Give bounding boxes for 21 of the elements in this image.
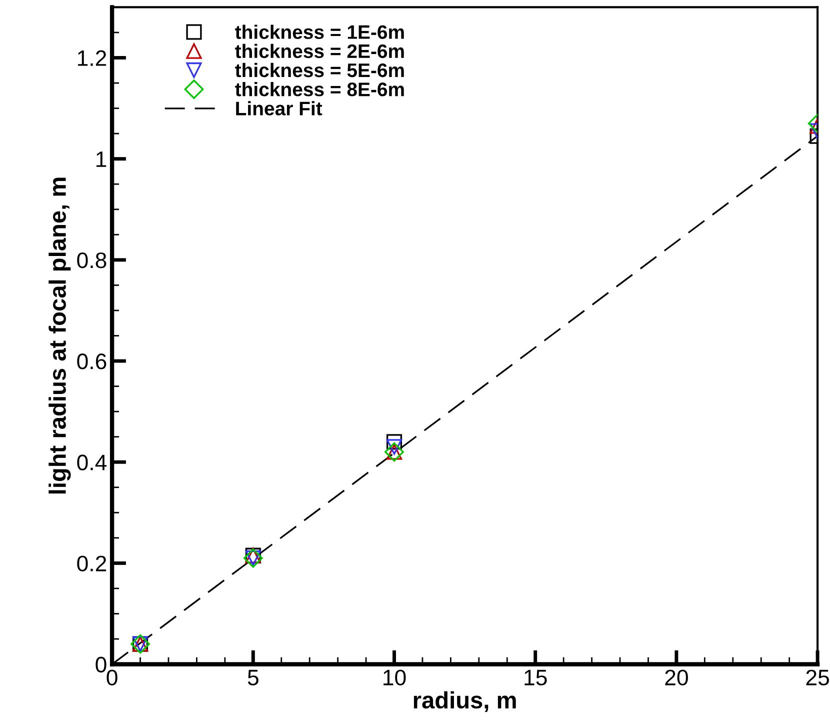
legend-label: thickness = 8E-6m: [235, 82, 404, 96]
x-tick-label: 25: [806, 670, 829, 686]
y-tick-label: 1: [96, 152, 106, 167]
legend-label: thickness = 2E-6m: [235, 44, 404, 58]
point: [386, 434, 402, 450]
y-tick-label: 1.2: [78, 50, 106, 66]
y-tick-label: 0.8: [77, 252, 106, 268]
y-tick-label: 0.4: [77, 454, 107, 470]
y-axis-title: light radius at focal plane, m: [48, 178, 71, 494]
y-tick-label: 0.6: [77, 354, 106, 370]
legend-label: thickness = 5E-6m: [235, 62, 404, 78]
x-axis-title: radius, m: [414, 691, 516, 712]
x-tick-label: 0: [106, 670, 118, 686]
legend-label: thickness = 1E-6m: [235, 24, 404, 40]
x-tick-label: 5: [248, 670, 258, 686]
x-tick-label: 20: [665, 670, 688, 686]
x-tick-label: 10: [384, 670, 406, 686]
legend-label: Linear Fit: [236, 101, 322, 116]
y-tick-label: 0.2: [77, 556, 106, 572]
x-tick-label: 15: [524, 670, 547, 686]
y-tick-label: 0: [96, 656, 106, 673]
